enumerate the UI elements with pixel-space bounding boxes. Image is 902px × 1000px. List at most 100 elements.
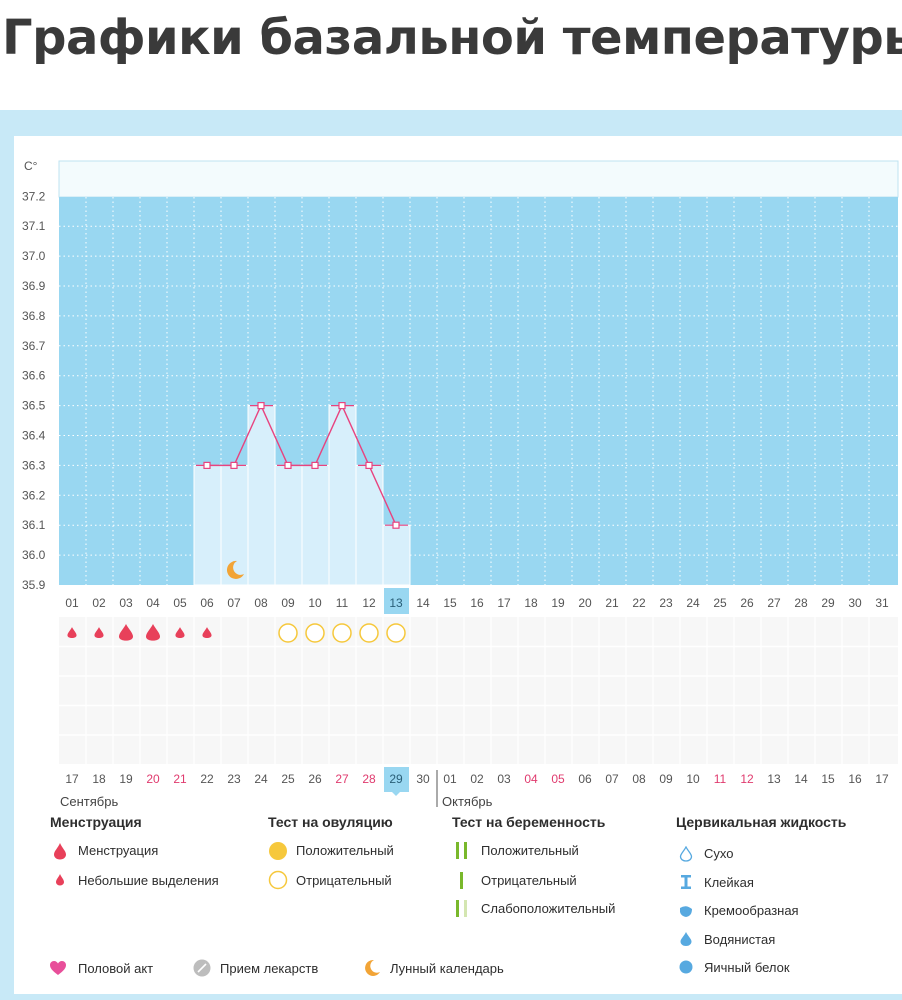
pill-icon: [193, 959, 211, 977]
date-axis-band: [59, 764, 898, 794]
cycle-day-label: 13: [389, 596, 403, 610]
cycle-day-label: 26: [740, 596, 754, 610]
cycle-day-label: 27: [767, 596, 781, 610]
y-tick-label: 36.2: [22, 488, 46, 502]
y-tick-label: 36.6: [22, 369, 46, 383]
highlighted-day-box: [384, 588, 409, 614]
temperature-point: [203, 461, 211, 469]
cycle-day-label: 02: [92, 596, 106, 610]
legend-lunar-item: Лунный календарь: [390, 961, 504, 976]
calendar-date-label: 17: [65, 772, 79, 786]
blood-drop-small-icon: [202, 627, 212, 638]
cycle-day-label: 24: [686, 596, 700, 610]
y-unit-label: C°: [24, 159, 38, 173]
pregnancy-positive-icon: [456, 842, 467, 859]
legend-cervical-title: Цервикальная жидкость: [676, 814, 847, 830]
calendar-date-label: 02: [470, 772, 484, 786]
cycle-day-label: 30: [848, 596, 862, 610]
calendar-date-label: 27: [335, 772, 349, 786]
calendar-date-label: 05: [551, 772, 565, 786]
temperature-bar: [274, 464, 303, 586]
ovulation-negative-icon: [305, 623, 325, 643]
calendar-date-label: 16: [848, 772, 862, 786]
cycle-day-label: 06: [200, 596, 214, 610]
heart-icon: [50, 961, 66, 975]
legend-pregnancy-positive-item: Положительный: [481, 843, 579, 858]
calendar-date-label: 15: [821, 772, 835, 786]
cycle-day-label: 25: [713, 596, 727, 610]
temperature-point: [257, 402, 265, 410]
legend-ovulation-positive-item: Положительный: [296, 843, 394, 858]
blood-drop-large-icon: [146, 624, 160, 641]
cycle-day-label: 10: [308, 596, 322, 610]
y-tick-label: 36.0: [22, 548, 46, 562]
moon-icon: [226, 560, 244, 579]
calendar-date-label: 28: [362, 772, 376, 786]
legend: Менструация Менструация Небольшие выделе…: [0, 810, 902, 1000]
moon-icon: [365, 959, 380, 976]
calendar-date-label: 03: [497, 772, 511, 786]
y-tick-label: 37.1: [22, 219, 46, 233]
legend-ovulation-title: Тест на овуляцию: [268, 814, 393, 830]
temperature-bar: [355, 464, 384, 586]
calendar-date-label: 11: [714, 772, 727, 786]
cycle-day-label: 12: [362, 596, 376, 610]
y-tick-label: 36.5: [22, 399, 46, 413]
highlighted-date-box: [384, 767, 409, 792]
temperature-bar: [193, 464, 222, 586]
cycle-day-label: 04: [146, 596, 160, 610]
marker-rows-bg: [59, 617, 898, 765]
calendar-date-label: 19: [119, 772, 133, 786]
ovulation-negative-icon: [268, 870, 288, 890]
cycle-day-label: 08: [254, 596, 268, 610]
cycle-day-label: 15: [443, 596, 457, 610]
temperature-bar: [301, 464, 330, 586]
temperature-line-segment: [314, 405, 343, 466]
y-tick-label: 36.7: [22, 339, 46, 353]
y-tick-label: 37.2: [22, 189, 46, 203]
cycle-day-label: 17: [497, 596, 511, 610]
temperature-point: [311, 461, 319, 469]
calendar-date-label: 26: [308, 772, 322, 786]
cycle-day-label: 03: [119, 596, 133, 610]
ovulation-positive-icon: [269, 842, 287, 860]
calendar-date-label: 24: [254, 772, 268, 786]
month-label-october: Октябрь: [442, 794, 493, 809]
legend-pregnancy-negative-item: Отрицательный: [481, 873, 577, 888]
pregnancy-weak-positive-icon: [456, 900, 467, 917]
cycle-day-label: 22: [632, 596, 646, 610]
calendar-date-label: 10: [686, 772, 700, 786]
calendar-date-label: 29: [389, 772, 403, 786]
legend-light-bleeding-item: Небольшие выделения: [78, 873, 219, 888]
calendar-date-label: 18: [92, 772, 106, 786]
temperature-line-segment: [341, 405, 370, 466]
calendar-date-label: 04: [524, 772, 538, 786]
cycle-day-label: 28: [794, 596, 808, 610]
cycle-day-label: 11: [336, 596, 349, 610]
calendar-date-label: 30: [416, 772, 430, 786]
legend-cervical-sticky-item: Клейкая: [704, 875, 754, 890]
cycle-day-label: 01: [65, 596, 79, 610]
calendar-date-label: 22: [200, 772, 214, 786]
legend-cervical-dry-item: Сухо: [704, 846, 734, 861]
cycle-day-label: 31: [875, 596, 889, 610]
egg-white-icon: [679, 960, 693, 974]
legend-menstruation-item: Менструация: [78, 843, 159, 858]
blood-drop-small-icon: [56, 874, 64, 886]
blood-drop-small-icon: [67, 627, 77, 638]
cycle-day-label: 07: [227, 596, 241, 610]
legend-medication-item: Прием лекарств: [220, 961, 319, 976]
creamy-icon: [680, 906, 692, 917]
temperature-line-segment: [368, 465, 397, 526]
legend-cervical-watery-item: Водянистая: [704, 932, 776, 947]
cycle-day-label: 09: [281, 596, 295, 610]
calendar-date-label: 12: [740, 772, 754, 786]
legend-cervical-eggwhite-item: Яичный белок: [704, 960, 790, 975]
cycle-day-label: 29: [821, 596, 835, 610]
cycle-day-label: 21: [605, 596, 619, 610]
cycle-day-label: 23: [659, 596, 673, 610]
temperature-point: [365, 461, 373, 469]
y-tick-label: 36.8: [22, 309, 46, 323]
calendar-date-label: 14: [794, 772, 808, 786]
calendar-date-label: 09: [659, 772, 673, 786]
